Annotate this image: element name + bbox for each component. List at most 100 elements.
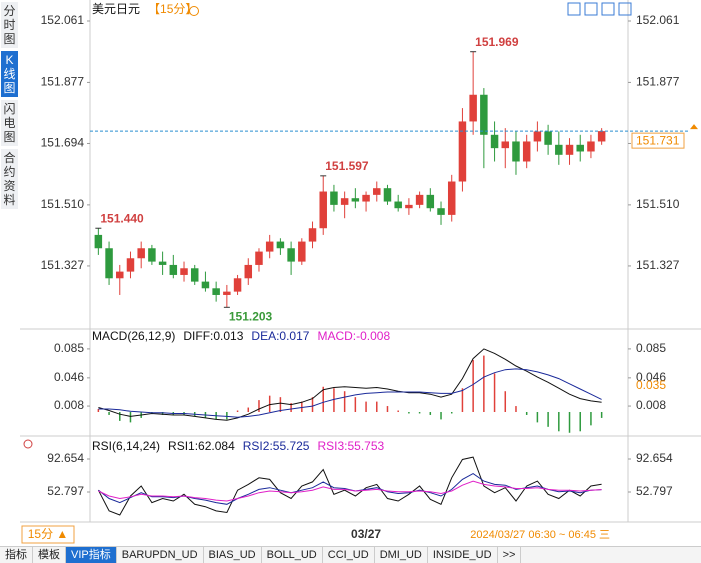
side-tab[interactable]: 闪电图: [1, 100, 18, 146]
y-tick-label: 151.327: [41, 258, 85, 272]
legend-label: DIFF:0.013: [183, 329, 243, 343]
candle-body: [223, 291, 231, 295]
candle-body: [137, 248, 145, 259]
candle-body: [405, 204, 413, 209]
candle-body: [415, 194, 424, 205]
candle-body: [190, 268, 199, 282]
annotation: 151.969: [475, 35, 519, 49]
y-tick-label: 152.061: [636, 13, 680, 27]
series-line: [98, 348, 602, 421]
candle-body: [265, 241, 274, 252]
candle-body: [362, 194, 370, 202]
series-line: [98, 480, 602, 502]
icon[interactable]: [601, 2, 615, 16]
candle-body: [276, 241, 285, 249]
y-tick-label: 152.061: [41, 13, 85, 27]
candle-body: [512, 141, 520, 162]
side-tab[interactable]: 分时图: [1, 2, 18, 48]
legend-label: 美元日元: [92, 2, 140, 16]
y-tick-label: 92.654: [47, 451, 84, 465]
legend-label: DEA:0.017: [251, 329, 309, 343]
legend-label: RSI1:62.084: [168, 439, 235, 453]
indicator-tab[interactable]: >>: [498, 547, 522, 563]
indicator-tab[interactable]: INSIDE_UD: [428, 547, 498, 563]
candle-body: [105, 248, 113, 279]
period-button-box[interactable]: [21, 525, 75, 544]
candle-body: [469, 94, 477, 122]
annotation: 151.203: [229, 309, 273, 323]
icon[interactable]: [567, 2, 581, 16]
y-tick-label: 151.510: [636, 197, 680, 211]
y-tick-label: 151.877: [636, 75, 680, 89]
y-tick-label: 0.046: [54, 370, 84, 384]
candle-body: [490, 134, 499, 149]
y-tick-label: 0.085: [636, 341, 666, 355]
candle-body: [158, 261, 167, 265]
side-tab[interactable]: K线图: [1, 51, 18, 97]
y-tick-label: 0.008: [636, 398, 666, 412]
y-tick-label: 0.085: [54, 341, 84, 355]
series-line: [97, 456, 602, 516]
candle-body: [351, 198, 360, 202]
candle-body: [298, 241, 306, 262]
candle-body: [319, 191, 327, 229]
y-tick-label: 52.797: [636, 484, 673, 498]
legend-label: MACD(26,12,9): [92, 329, 175, 343]
candle-body: [244, 264, 253, 279]
candle-body: [597, 131, 606, 142]
candle-body: [287, 248, 295, 262]
candle-body: [544, 131, 552, 145]
candle-body: [255, 251, 263, 265]
last-price-box: [631, 132, 685, 149]
last-price-label: 151.731: [636, 133, 680, 147]
time-range: 2024/03/27 06:30 ~ 06:45 三: [470, 529, 610, 541]
y-tick-label: 0.008: [54, 398, 84, 412]
cursor-value: 0.035: [636, 378, 666, 392]
indicator-tab[interactable]: CCI_UD: [323, 547, 375, 563]
candle-body: [426, 194, 435, 209]
y-tick-label: 151.327: [636, 258, 680, 272]
series-line: [98, 368, 602, 418]
add-icon[interactable]: [189, 6, 199, 16]
candle-body: [233, 278, 242, 292]
candle-body: [447, 181, 456, 215]
candle-body: [212, 288, 220, 295]
candle-body: [340, 198, 349, 205]
candle-body: [587, 141, 595, 152]
toolbar-icons[interactable]: [567, 2, 632, 16]
y-tick-label: 151.877: [41, 75, 85, 89]
candle-body: [126, 258, 135, 272]
candle-body: [373, 188, 381, 195]
legend-label: 【15分】: [148, 2, 197, 16]
x-tick-label: 03/27: [351, 527, 381, 541]
indicator-tab[interactable]: 指标: [0, 547, 33, 563]
candle-body: [522, 141, 531, 162]
y-tick-label: 151.510: [41, 197, 85, 211]
candle-body: [576, 144, 584, 152]
candle-body: [94, 234, 103, 249]
indicator-tab[interactable]: BOLL_UD: [262, 547, 323, 563]
period-button[interactable]: 15分 ▲: [28, 527, 69, 541]
side-tab[interactable]: 合约资料: [1, 149, 18, 209]
indicator-tab[interactable]: BIAS_UD: [204, 547, 262, 563]
legend-label: MACD:-0.008: [317, 329, 390, 343]
candle-body: [383, 188, 392, 202]
indicator-tab[interactable]: VIP指标: [66, 547, 117, 563]
y-tick-label: 92.654: [636, 451, 673, 465]
candle-body: [201, 281, 210, 289]
candle-body: [394, 201, 402, 209]
legend-label: RSI3:55.753: [317, 439, 384, 453]
chart: 15分 ▲ 2024/03/27 06:30 ~ 06:45 三 152.061…: [0, 0, 701, 546]
icon[interactable]: [584, 2, 598, 16]
indicator-tab[interactable]: 模板: [33, 547, 66, 563]
candle-body: [480, 94, 488, 135]
indicator-tab[interactable]: DMI_UD: [375, 547, 428, 563]
legend-label: RSI(6,14,24): [92, 439, 160, 453]
settings-icon[interactable]: [23, 439, 33, 449]
candle-body: [555, 144, 563, 155]
background: [0, 0, 701, 546]
indicator-tab[interactable]: BARUPDN_UD: [117, 547, 204, 563]
icon[interactable]: [618, 2, 632, 16]
candle-body: [308, 228, 317, 242]
